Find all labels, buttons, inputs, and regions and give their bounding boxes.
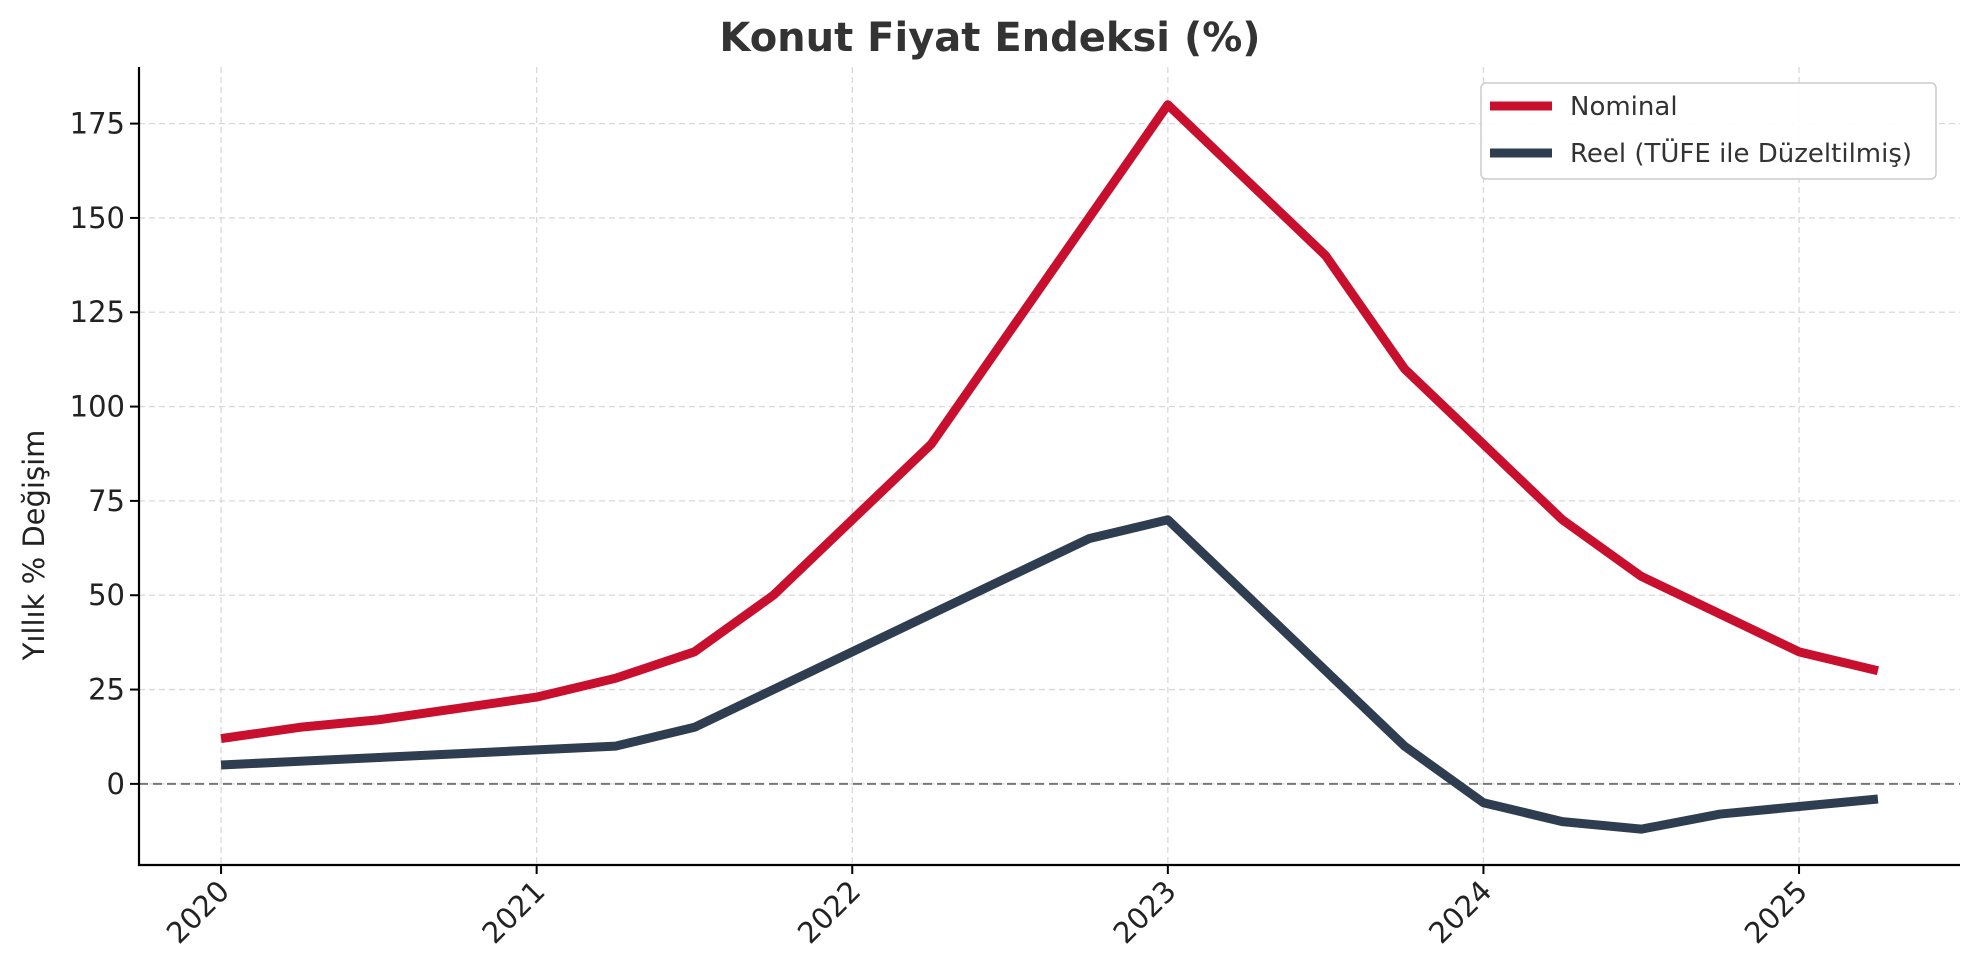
legend-entry-label: Reel (TÜFE ile Düzeltilmiş) (1570, 137, 1912, 169)
grid (139, 67, 1960, 865)
x-tick-label: 2020 (160, 874, 236, 950)
y-tick-label: 100 (70, 390, 125, 424)
x-tick-label: 2024 (1422, 874, 1498, 950)
series-layer (220, 100, 1879, 834)
legend-entry-label: Nominal (1570, 92, 1678, 122)
x-tick-label: 2022 (791, 874, 867, 950)
series-line-nominal (220, 100, 1879, 744)
y-tick-label: 175 (70, 107, 125, 141)
legend: Nominal Reel (TÜFE ile Düzeltilmiş) (1480, 82, 1937, 180)
y-axis-label: Yıllık % Değişim (17, 430, 51, 662)
x-tick-label: 2021 (475, 874, 551, 950)
y-tick-label: 75 (88, 484, 125, 518)
y-tick-label: 25 (88, 673, 125, 707)
y-tick-label: 150 (70, 201, 125, 235)
chart-title: Konut Fiyat Endeksi (%) (719, 15, 1260, 61)
x-tick-label: 2025 (1738, 874, 1814, 950)
series-line-reel (220, 515, 1879, 834)
y-tick-label: 0 (107, 767, 125, 801)
x-tick-label: 2023 (1107, 874, 1183, 950)
legend-frame (1480, 82, 1937, 180)
axes (137, 67, 1960, 867)
y-tick-label: 125 (70, 295, 125, 329)
y-tick-label: 50 (88, 578, 125, 612)
